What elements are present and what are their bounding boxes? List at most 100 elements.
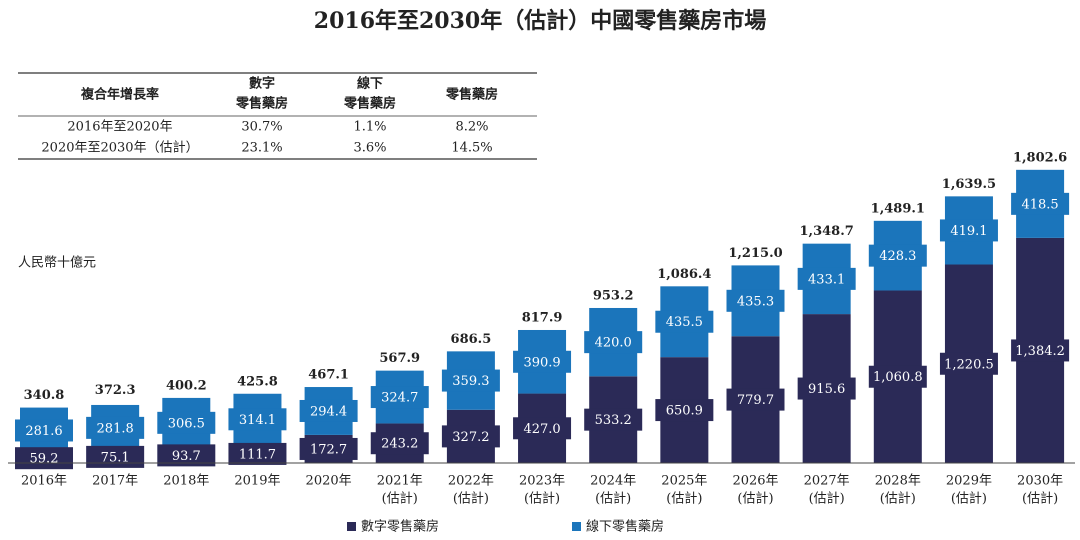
value-label-box <box>86 445 145 468</box>
total-label: 953.2 <box>593 288 634 303</box>
y-axis-label: 人民幣十億元 <box>18 255 96 271</box>
x-tick-label: 2030年 <box>1017 474 1063 489</box>
table-cell: 14.5% <box>451 141 492 156</box>
value-label-box <box>1011 339 1070 362</box>
value-label-box <box>584 331 643 354</box>
value-label-box <box>370 432 429 455</box>
table-cell: 23.1% <box>241 141 282 156</box>
table-header: 零售藥房 <box>235 96 288 112</box>
value-label: 390.9 <box>523 355 560 370</box>
value-label-box <box>939 352 998 375</box>
value-label-box <box>299 399 358 422</box>
x-tick-label: 2017年 <box>92 474 138 489</box>
value-label: 75.1 <box>101 450 130 465</box>
value-label: 1,384.2 <box>1015 344 1065 359</box>
x-tick-label: 2024年 <box>590 474 636 489</box>
value-label: 111.7 <box>239 447 276 462</box>
value-label-box <box>797 377 856 400</box>
legend-swatch <box>572 522 581 531</box>
value-label-box <box>157 411 216 434</box>
table-header: 零售藥房 <box>445 87 498 103</box>
value-label: 314.1 <box>239 413 276 428</box>
value-label: 294.4 <box>310 404 347 419</box>
value-label-box <box>726 289 785 312</box>
x-tick-label: 2022年 <box>448 474 494 489</box>
x-tick-sublabel: (估計) <box>524 491 560 507</box>
value-label-box <box>868 365 927 388</box>
x-tick-label: 2027年 <box>804 474 850 489</box>
legend-label: 數字零售藥房 <box>361 519 439 535</box>
value-label-box <box>655 399 714 422</box>
value-label: 1,060.8 <box>873 370 923 385</box>
table-cell: 30.7% <box>241 120 282 135</box>
value-label-box <box>15 419 73 442</box>
chart-title: 2016年至2030年（估計）中國零售藥房市場 <box>314 8 766 34</box>
x-tick-sublabel: (估計) <box>453 491 489 507</box>
total-label: 567.9 <box>379 351 420 366</box>
value-label-box <box>797 267 856 290</box>
value-label: 243.2 <box>381 437 418 452</box>
value-label-box <box>441 425 500 448</box>
total-label: 372.3 <box>95 383 136 398</box>
total-label: 1,086.4 <box>657 267 711 282</box>
value-label: 281.8 <box>97 421 134 436</box>
x-tick-label: 2026年 <box>732 474 778 489</box>
value-label: 172.7 <box>310 442 347 457</box>
x-tick-sublabel: (估計) <box>1022 491 1058 507</box>
table-cell: 2016年至2020年 <box>67 120 172 135</box>
value-label: 418.5 <box>1021 197 1058 212</box>
value-label-box <box>584 408 643 431</box>
value-label: 306.5 <box>168 416 205 431</box>
total-label: 400.2 <box>166 378 207 393</box>
value-label-box <box>228 408 287 431</box>
x-tick-label: 2025年 <box>661 474 707 489</box>
value-label-box <box>15 447 73 470</box>
total-label: 340.8 <box>24 388 65 403</box>
value-label-box <box>655 310 714 333</box>
x-tick-sublabel: (估計) <box>809 491 845 507</box>
value-label: 281.6 <box>25 424 62 439</box>
x-tick-label: 2023年 <box>519 474 565 489</box>
value-label-box <box>441 369 500 392</box>
x-tick-sublabel: (估計) <box>737 491 773 507</box>
value-label: 428.3 <box>879 249 916 264</box>
value-label: 433.1 <box>808 272 845 287</box>
x-tick-sublabel: (估計) <box>666 491 702 507</box>
value-label-box <box>726 388 785 411</box>
value-label: 650.9 <box>666 404 703 419</box>
table-header: 複合年增長率 <box>80 87 159 103</box>
x-tick-label: 2016年 <box>21 474 67 489</box>
value-label-box <box>939 219 998 242</box>
value-label: 533.2 <box>595 413 632 428</box>
value-label-box <box>513 350 572 373</box>
value-label: 327.2 <box>452 430 489 445</box>
total-label: 1,215.0 <box>728 246 782 261</box>
legend-label: 線下零售藥房 <box>586 519 664 535</box>
value-label: 359.3 <box>452 374 489 389</box>
total-label: 1,489.1 <box>871 201 925 216</box>
x-tick-sublabel: (估計) <box>880 491 916 507</box>
value-label: 93.7 <box>172 449 201 464</box>
table-cell: 1.1% <box>353 120 386 135</box>
table-header: 零售藥房 <box>343 96 396 112</box>
x-tick-sublabel: (估計) <box>382 491 418 507</box>
value-label-box <box>1011 192 1070 215</box>
x-tick-sublabel: (估計) <box>951 491 987 507</box>
value-label: 420.0 <box>595 336 632 351</box>
value-label-box <box>228 442 287 465</box>
x-tick-label: 2021年 <box>377 474 423 489</box>
value-label-box <box>513 417 572 440</box>
table-header: 線下 <box>357 76 383 92</box>
value-label-box <box>370 386 429 409</box>
x-tick-label: 2020年 <box>306 474 352 489</box>
table-cell: 3.6% <box>353 141 386 156</box>
total-label: 817.9 <box>522 310 563 325</box>
table-cell: 2020年至2030年（估計） <box>41 140 198 156</box>
x-tick-label: 2018年 <box>163 474 209 489</box>
x-tick-label: 2029年 <box>946 474 992 489</box>
total-label: 1,348.7 <box>800 224 854 239</box>
value-label-box <box>868 244 927 267</box>
total-label: 1,639.5 <box>942 177 996 192</box>
x-tick-sublabel: (估計) <box>595 491 631 507</box>
